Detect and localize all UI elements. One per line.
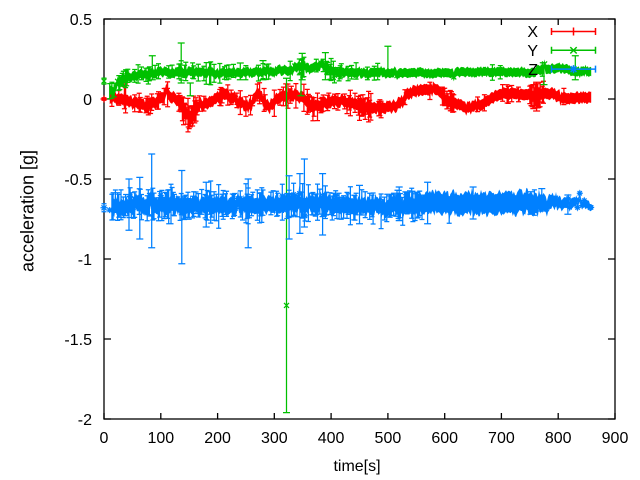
svg-text:X: X — [527, 24, 538, 41]
svg-text:Z: Z — [528, 62, 538, 79]
svg-text:0.5: 0.5 — [70, 12, 92, 29]
svg-text:800: 800 — [545, 430, 572, 447]
svg-text:900: 900 — [602, 430, 629, 447]
svg-text:Y: Y — [527, 43, 538, 60]
svg-text:acceleration [g]: acceleration [g] — [18, 150, 38, 272]
svg-text:-1: -1 — [78, 252, 92, 269]
svg-text:400: 400 — [318, 430, 345, 447]
svg-text:300: 300 — [261, 430, 288, 447]
svg-text:-0.5: -0.5 — [64, 172, 92, 189]
svg-text:100: 100 — [147, 430, 174, 447]
svg-text:500: 500 — [375, 430, 402, 447]
svg-text:time[s]: time[s] — [333, 458, 380, 475]
svg-text:-1.5: -1.5 — [64, 332, 92, 349]
svg-text:0: 0 — [100, 430, 109, 447]
svg-text:0: 0 — [83, 92, 92, 109]
svg-text:200: 200 — [204, 430, 231, 447]
svg-text:-2: -2 — [78, 412, 92, 429]
svg-text:700: 700 — [488, 430, 515, 447]
svg-text:600: 600 — [431, 430, 458, 447]
